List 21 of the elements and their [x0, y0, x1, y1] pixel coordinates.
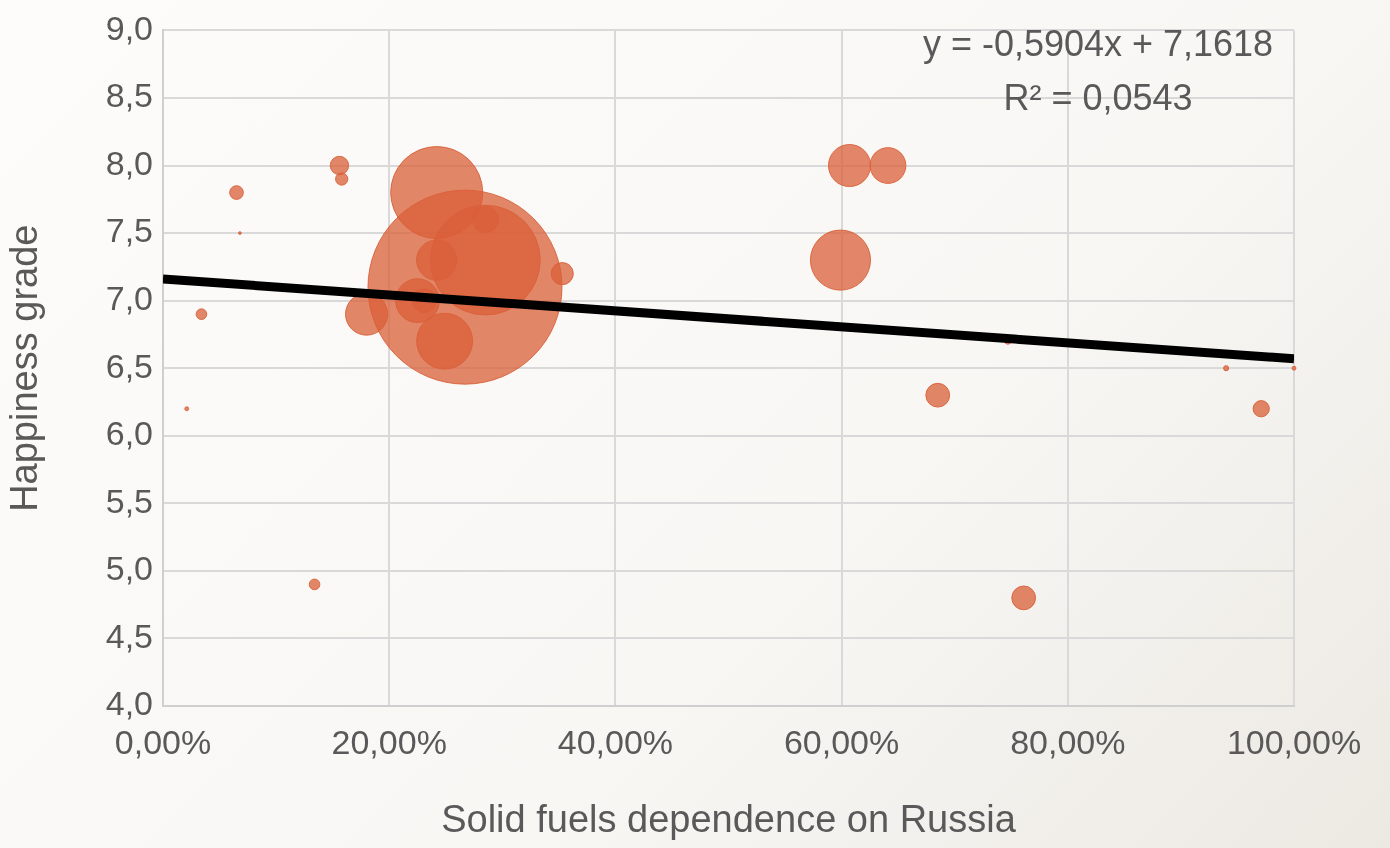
- x-tick-label: 80,00%: [1010, 722, 1126, 761]
- y-axis-title: Happiness grade: [3, 224, 46, 512]
- y-tick-label: 9,0: [105, 8, 153, 47]
- y-tick-label: 6,5: [105, 346, 153, 385]
- x-tick-label: 100,00%: [1226, 722, 1362, 761]
- y-tick-label: 7,0: [105, 279, 153, 318]
- annotation: R² = 0,0543: [1003, 77, 1193, 119]
- x-tick-label: 60,00%: [783, 722, 900, 761]
- x-tick-label: 20,00%: [331, 722, 447, 761]
- annotation: y = -0,5904x + 7,1618: [922, 23, 1274, 65]
- y-tick-label: 5,0: [105, 549, 153, 588]
- y-tick-label: 6,0: [105, 414, 153, 453]
- x-tick-label: 40,00%: [557, 722, 674, 761]
- y-tick-label: 4,5: [105, 616, 153, 655]
- y-tick-label: 4,0: [105, 684, 153, 723]
- y-tick-label: 8,5: [105, 76, 153, 115]
- y-tick-label: 5,5: [105, 481, 153, 520]
- y-tick-label: 8,0: [105, 143, 153, 182]
- y-tick-label: 7,5: [105, 211, 153, 250]
- x-axis-title: Solid fuels dependence on Russia: [441, 797, 1017, 840]
- x-tick-label: 0,00%: [114, 722, 212, 761]
